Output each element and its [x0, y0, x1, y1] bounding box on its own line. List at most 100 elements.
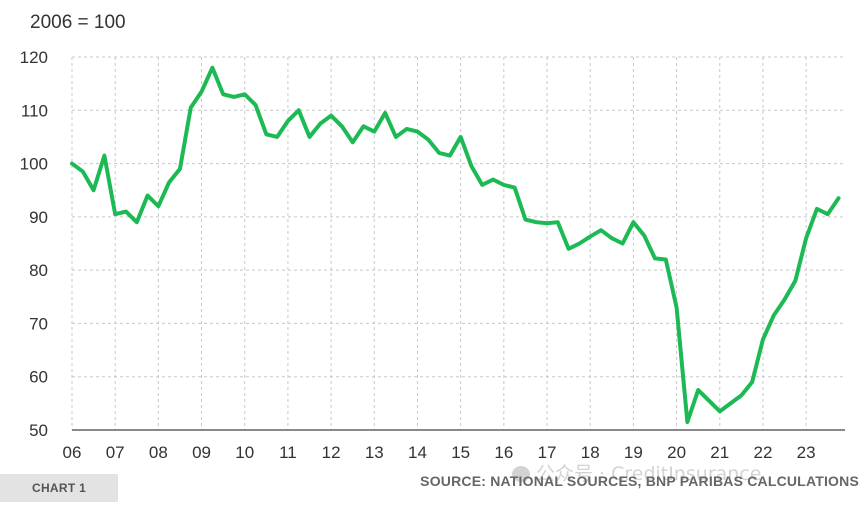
data-point: [664, 258, 667, 261]
unit-label: 2006 = 100: [30, 12, 126, 33]
x-tick-label: 18: [581, 443, 600, 462]
data-point: [481, 183, 484, 187]
series-layer: [70, 65, 841, 425]
x-tick-label: 06: [63, 443, 82, 462]
data-point: [167, 181, 171, 184]
data-point: [254, 103, 257, 107]
data-point: [675, 306, 678, 309]
y-tick-label: 120: [20, 48, 48, 67]
data-point: [804, 236, 808, 240]
data-point: [189, 106, 192, 109]
data-point: [567, 247, 570, 251]
data-point: [707, 399, 711, 402]
watermark-text: 公众号 · CreditInsurance: [536, 463, 762, 485]
x-tick-label: 15: [451, 443, 470, 462]
data-point: [157, 205, 160, 208]
x-tick-label: 14: [408, 443, 427, 462]
source-note: SOURCE: NATIONAL SOURCES, BNP PARIBAS CA…: [420, 473, 859, 489]
data-point: [437, 151, 441, 155]
wechat-icon: [512, 466, 530, 482]
data-point: [545, 222, 549, 225]
data-point: [578, 242, 581, 245]
data-point: [308, 135, 311, 139]
line-chart: 50 60 70 80 90 100 110 120 06 07 08 09 10 11 12 13 14 15…: [20, 48, 845, 462]
y-tick-label: 70: [29, 314, 48, 333]
x-tick-label: 23: [797, 443, 816, 462]
data-point: [696, 388, 700, 392]
horizontal-gridlines: [72, 56, 845, 378]
data-point: [459, 135, 462, 139]
data-point: [653, 257, 657, 260]
data-point: [178, 167, 182, 171]
data-point: [729, 402, 732, 405]
y-tick-labels: 50 60 70 80 90 100 110 120: [20, 48, 48, 440]
x-tick-labels: 06 07 08 09 10 11 12 13 14 15 16 17 18 19 20 21 22 23: [63, 443, 816, 462]
y-tick-label: 90: [29, 208, 48, 227]
data-point: [740, 394, 743, 397]
data-point: [642, 234, 646, 237]
data-point: [394, 135, 398, 139]
vertical-gridlines: [71, 57, 807, 430]
data-point: [794, 279, 797, 282]
y-tick-label: 80: [29, 261, 48, 280]
data-point: [373, 130, 376, 133]
data-point: [297, 109, 300, 112]
x-tick-label: 21: [710, 443, 729, 462]
data-point: [686, 420, 689, 424]
x-tick-label: 17: [538, 443, 557, 462]
x-tick-label: 10: [235, 443, 254, 462]
data-point: [405, 127, 408, 131]
x-tick-label: 16: [494, 443, 513, 462]
data-point: [621, 242, 624, 245]
data-point: [761, 338, 765, 341]
data-point: [124, 210, 128, 213]
x-tick-label: 19: [624, 443, 643, 462]
data-point: [103, 154, 106, 157]
data-point: [535, 220, 538, 224]
x-tick-label: 09: [192, 443, 211, 462]
x-tick-label: 13: [365, 443, 384, 462]
data-point: [750, 380, 754, 384]
data-point: [502, 183, 506, 187]
data-point: [286, 119, 290, 123]
data-point: [837, 197, 840, 200]
y-tick-label: 50: [29, 421, 48, 440]
data-point: [70, 162, 74, 165]
data-point: [319, 122, 322, 125]
data-point: [232, 95, 236, 99]
data-point: [265, 133, 268, 136]
data-point: [718, 410, 721, 413]
y-tick-label: 60: [29, 368, 48, 387]
x-tick-label: 08: [149, 443, 168, 462]
data-point: [113, 212, 117, 216]
data-point: [589, 235, 592, 238]
data-point: [211, 66, 214, 69]
data-point: [362, 125, 365, 128]
data-point: [772, 314, 775, 317]
x-tick-label: 12: [322, 443, 341, 462]
data-point: [826, 212, 829, 216]
data-point: [556, 220, 560, 224]
data-point: [491, 178, 495, 181]
data-point: [513, 186, 516, 189]
data-point: [275, 135, 279, 139]
data-point: [243, 93, 246, 96]
data-point: [81, 170, 85, 173]
data-point: [221, 93, 225, 96]
data-point: [427, 138, 430, 141]
data-point: [470, 165, 473, 168]
data-point: [146, 194, 149, 197]
x-tick-label: 20: [667, 443, 686, 462]
data-point: [135, 220, 138, 224]
data-point: [448, 154, 452, 157]
y-tick-label: 100: [20, 155, 48, 174]
data-point: [351, 141, 354, 144]
data-point: [632, 220, 635, 224]
data-point: [524, 218, 527, 221]
data-point: [610, 236, 613, 240]
data-point: [783, 298, 786, 301]
x-tick-label: 11: [279, 443, 297, 462]
x-tick-label: 22: [753, 443, 772, 462]
data-point: [383, 111, 387, 115]
x-tick-label: 07: [106, 443, 125, 462]
